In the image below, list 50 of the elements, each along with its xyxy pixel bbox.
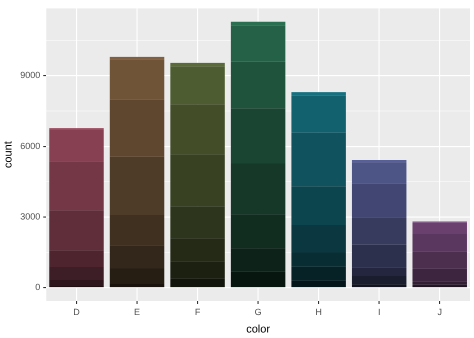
bar bbox=[412, 252, 467, 269]
bar bbox=[230, 25, 286, 62]
x-tick-label: H bbox=[315, 306, 322, 317]
bar bbox=[352, 217, 406, 245]
x-tick-label: J bbox=[437, 306, 442, 317]
x-tick-label: G bbox=[254, 306, 262, 317]
bar bbox=[110, 59, 164, 100]
bar bbox=[49, 161, 104, 210]
bar bbox=[170, 62, 225, 66]
bar bbox=[352, 160, 406, 162]
bar bbox=[49, 129, 104, 162]
bar bbox=[291, 96, 346, 133]
x-tick-label: E bbox=[134, 306, 140, 317]
x-axis-title: color bbox=[246, 323, 270, 336]
bar bbox=[230, 108, 286, 164]
y-tick-label: 0 bbox=[35, 282, 40, 292]
y-tick-label: 9000 bbox=[20, 70, 40, 80]
bar bbox=[352, 267, 406, 276]
bar bbox=[291, 252, 346, 267]
y-axis-title: count bbox=[2, 141, 15, 168]
bar bbox=[352, 162, 406, 184]
bar bbox=[291, 186, 346, 226]
x-tick-label: F bbox=[194, 306, 201, 317]
bar bbox=[412, 268, 467, 282]
bar bbox=[49, 210, 104, 250]
bar bbox=[352, 184, 406, 218]
bar bbox=[230, 62, 286, 108]
bar bbox=[291, 92, 346, 96]
bar bbox=[110, 245, 164, 269]
bar bbox=[49, 250, 104, 268]
bar bbox=[49, 267, 104, 280]
x-tick-label: I bbox=[378, 306, 380, 317]
bar bbox=[110, 215, 164, 246]
bar bbox=[170, 66, 225, 104]
bar bbox=[412, 282, 467, 285]
x-tick-label: D bbox=[73, 306, 80, 317]
y-tick-label: 6000 bbox=[20, 140, 40, 151]
bar bbox=[110, 156, 164, 215]
bar bbox=[230, 22, 286, 26]
bar bbox=[110, 100, 164, 157]
bar bbox=[291, 225, 346, 253]
bar bbox=[110, 56, 164, 60]
bar bbox=[412, 222, 467, 234]
bar bbox=[352, 244, 406, 268]
bar bbox=[412, 234, 467, 252]
bar bbox=[49, 280, 104, 286]
bar bbox=[110, 268, 164, 284]
bar bbox=[291, 132, 346, 186]
bar bbox=[352, 276, 406, 284]
y-tick-label: 3000 bbox=[20, 212, 40, 222]
